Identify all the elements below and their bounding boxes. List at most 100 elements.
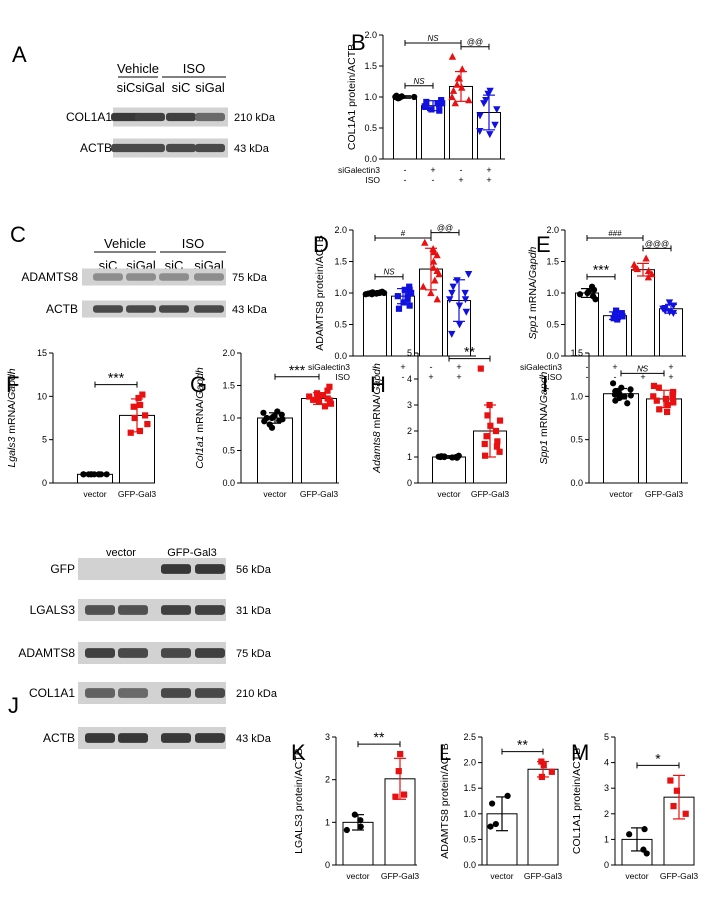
data-point xyxy=(655,384,662,391)
significance-label: @@ xyxy=(467,38,483,47)
condition-sign: + xyxy=(668,362,673,372)
blot-band xyxy=(126,305,156,313)
data-point xyxy=(650,393,657,400)
data-point xyxy=(448,52,457,60)
y-tick-label: 0.0 xyxy=(463,860,476,870)
bar xyxy=(575,292,599,357)
data-point xyxy=(494,438,501,445)
blot-group-label: GFP-Gal3 xyxy=(167,547,217,559)
y-tick-label: 0 xyxy=(407,478,412,488)
blot-band xyxy=(118,648,148,658)
data-point xyxy=(612,388,619,395)
category-label: vector xyxy=(263,489,286,499)
y-tick-label: 2.5 xyxy=(463,732,476,742)
data-point xyxy=(576,291,584,298)
condition-sign: + xyxy=(640,372,645,382)
data-point xyxy=(461,296,470,304)
condition-sign: - xyxy=(432,175,435,185)
y-axis-label-gene: Spp1 xyxy=(538,440,550,465)
y-axis-label-gene: Adamts8 xyxy=(371,431,383,474)
blot-strip xyxy=(78,599,226,621)
y-axis-label: ADAMTS8 protein/ACTB xyxy=(314,235,326,351)
condition-sign: + xyxy=(400,362,405,372)
data-point xyxy=(627,386,634,393)
data-point xyxy=(662,395,670,403)
blot-band xyxy=(194,305,224,313)
data-point xyxy=(609,380,617,387)
condition-sign: + xyxy=(612,362,617,372)
blot-lane-label: siC xyxy=(172,80,191,95)
bar xyxy=(301,398,337,484)
data-point xyxy=(454,454,461,461)
data-point xyxy=(496,448,503,455)
blot-band xyxy=(85,648,115,658)
panel-letter: I xyxy=(542,372,548,397)
data-point xyxy=(260,409,267,416)
data-point xyxy=(80,471,87,478)
blot-strip xyxy=(78,682,226,704)
data-point xyxy=(592,296,599,303)
y-axis-label-ref: Gapdh xyxy=(527,246,539,278)
blot-band xyxy=(126,273,156,281)
data-point xyxy=(433,295,441,303)
y-tick-label: 4 xyxy=(407,374,412,384)
data-point xyxy=(326,383,333,390)
data-point xyxy=(673,787,680,794)
data-point xyxy=(621,393,628,400)
data-point xyxy=(395,305,403,312)
data-point xyxy=(427,289,435,297)
data-point xyxy=(406,283,413,290)
data-point xyxy=(397,750,404,758)
data-point xyxy=(394,293,401,300)
blot-group-label: ISO xyxy=(183,61,205,76)
blot-band xyxy=(195,605,225,615)
data-point xyxy=(641,826,648,833)
significance-label: NS xyxy=(427,34,439,43)
data-point xyxy=(423,98,430,106)
data-point xyxy=(446,296,454,304)
data-point xyxy=(661,305,669,313)
y-tick-label: 4 xyxy=(604,758,609,768)
blot-band xyxy=(118,688,148,698)
y-axis-label-mid: mRNA/ xyxy=(371,395,383,432)
blot-kda-label: 43 kDa xyxy=(234,143,270,155)
blot-lane-label: siGal xyxy=(195,80,225,95)
category-label: GFP-Gal3 xyxy=(524,871,563,881)
data-point xyxy=(465,96,473,104)
data-point xyxy=(540,762,547,769)
panel-letter: A xyxy=(12,42,27,67)
blot-band xyxy=(159,273,189,281)
data-point xyxy=(669,394,676,402)
data-point xyxy=(481,452,489,459)
data-point xyxy=(435,453,442,460)
blot-kda-label: 56 kDa xyxy=(236,564,272,576)
data-point xyxy=(585,288,592,295)
blot-kda-label: 75 kDa xyxy=(232,272,268,284)
y-tick-label: 2.0 xyxy=(364,30,377,40)
data-point xyxy=(448,93,456,101)
data-point xyxy=(682,810,689,817)
data-point xyxy=(139,391,146,398)
data-point xyxy=(538,758,545,765)
blot-band xyxy=(161,605,191,615)
data-point xyxy=(455,302,464,310)
data-point xyxy=(401,286,408,293)
y-tick-label: 10 xyxy=(37,391,47,401)
y-tick-label: 2.0 xyxy=(546,225,559,235)
data-point xyxy=(644,267,653,275)
y-axis-label: Spp1 mRNA/Gapdh xyxy=(538,371,550,464)
condition-sign: - xyxy=(586,372,589,382)
y-tick-label: 1.5 xyxy=(570,348,583,358)
blot-protein-label: ACTB xyxy=(46,302,78,316)
y-tick-label: 5 xyxy=(407,348,412,358)
data-point xyxy=(127,429,134,436)
data-point xyxy=(357,823,364,830)
blot-band xyxy=(135,143,165,153)
chart-panel-m: M 0 1 2 3 4 5 COL1A1 protein/ACTB vector GFP-Gal3… xyxy=(571,732,698,881)
chart-panel-f: F 0 5 10 15 Lgals3 mRNA/Gapdh vector GFP-Gal3 **… xyxy=(6,348,156,499)
y-tick-label: 5 xyxy=(42,435,47,445)
data-point xyxy=(669,302,678,310)
data-point xyxy=(477,365,484,372)
y-axis-label-mid: mRNA/ xyxy=(194,399,206,436)
